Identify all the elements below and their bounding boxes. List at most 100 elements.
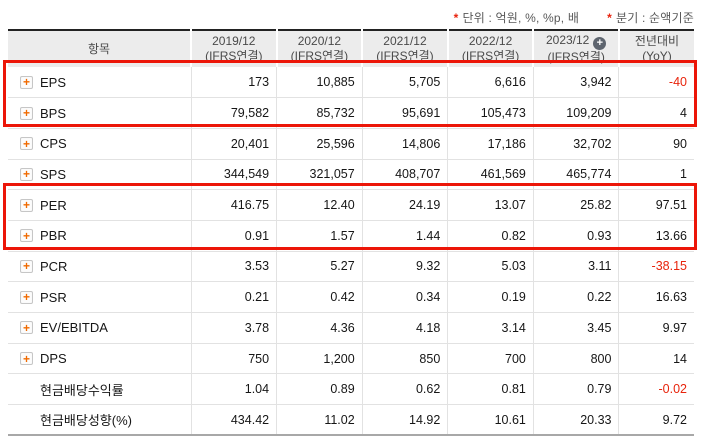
- expand-icon[interactable]: +: [20, 106, 33, 120]
- value-cell: 3,942: [532, 67, 619, 99]
- value-cell: 408,707: [361, 159, 448, 191]
- value-cell: 434.42: [190, 404, 277, 436]
- value-cell: -0.02: [618, 373, 694, 406]
- value-cell: 700: [447, 343, 534, 375]
- header-period: 전년대비: [634, 34, 680, 48]
- value-cell: 3.14: [447, 312, 534, 344]
- basis-note: * 분기 : 순액기준: [607, 9, 694, 26]
- value-cell: 105,473: [447, 97, 534, 129]
- header-period: 2022/12: [468, 34, 513, 48]
- value-cell: 14: [618, 343, 694, 375]
- value-cell: 461,569: [447, 159, 534, 191]
- value-cell: 13.07: [447, 189, 534, 221]
- value-cell: 85,732: [276, 97, 363, 129]
- add-column-icon[interactable]: +: [593, 37, 607, 50]
- header-row: 항목 2019/12 (IFRS연결) 2020/12 (IFRS연결) 202…: [8, 30, 694, 67]
- row-label: PBR: [40, 228, 67, 244]
- value-cell: 4.36: [276, 312, 363, 344]
- value-cell: 0.93: [532, 220, 619, 252]
- header-standard: (IFRS연결): [376, 49, 434, 63]
- column-header-period: 2019/12 (IFRS연결): [190, 30, 277, 67]
- expand-icon[interactable]: +: [20, 321, 33, 335]
- value-cell: 5.03: [447, 251, 534, 283]
- value-cell: 0.42: [276, 281, 363, 313]
- value-cell: 850: [361, 343, 448, 375]
- value-cell: 9.97: [618, 312, 694, 344]
- basis-note-text: 분기 : 순액기준: [615, 11, 694, 25]
- table-row: + PBR 0.91 1.57 1.44 0.82 0.93 13.66: [8, 220, 694, 252]
- table-row: + PSR 0.21 0.42 0.34 0.19 0.22 16.63: [8, 281, 694, 313]
- table-row: + 현금배당성향(%) 434.4211.0214.9210.6120.339.…: [8, 404, 694, 436]
- value-cell: 97.51: [618, 189, 694, 221]
- table-row: + BPS 79,582 85,732 95,691 105,473 109,209 4: [8, 97, 694, 129]
- value-cell: 0.91: [190, 220, 277, 252]
- column-header-period: 2021/12 (IFRS연결): [361, 30, 448, 67]
- table-row: + EPS 173 10,885 5,705 6,616 3,942 -40: [8, 67, 694, 99]
- expand-icon[interactable]: +: [20, 229, 33, 243]
- value-cell: 14,806: [361, 128, 448, 160]
- expand-icon[interactable]: +: [20, 259, 33, 273]
- value-cell: 16.63: [618, 281, 694, 313]
- table-row: + 현금배당수익률 1.040.890.620.810.79-0.02: [8, 373, 694, 406]
- value-cell: 1.44: [361, 220, 448, 252]
- value-cell: 0.34: [361, 281, 448, 313]
- table-row: + PER 416.75 12.40 24.19 13.07 25.82 97.51: [8, 189, 694, 221]
- value-cell: 3.45: [532, 312, 619, 344]
- value-cell: 3.53: [190, 251, 277, 283]
- header-standard: (IFRS연결): [205, 49, 263, 63]
- expand-icon[interactable]: +: [20, 167, 33, 181]
- value-cell: 0.19: [447, 281, 534, 313]
- value-cell: 109,209: [532, 97, 619, 129]
- value-cell: 79,582: [190, 97, 277, 129]
- value-cell: 9.32: [361, 251, 448, 283]
- row-label-cell: + PBR: [8, 220, 191, 252]
- value-cell: 0.21: [190, 281, 277, 313]
- expand-icon[interactable]: +: [20, 75, 33, 89]
- header-period: 2021/12: [383, 34, 427, 48]
- table-notes: * 단위 : 억원, %, %p, 배 * 분기 : 순액기준: [454, 9, 694, 26]
- table-body: + EPS 173 10,885 5,705 6,616 3,942 -40 + BPS …: [8, 67, 694, 436]
- asterisk-icon: *: [453, 11, 459, 25]
- header-standard: (IFRS연결): [547, 50, 605, 64]
- column-header-period: 2022/12 (IFRS연결): [446, 30, 534, 67]
- value-cell: 750: [190, 343, 277, 375]
- row-label: EV/EBITDA: [40, 320, 108, 336]
- value-cell: 20,401: [190, 128, 277, 160]
- value-cell: 800: [532, 343, 619, 375]
- value-cell: 344,549: [190, 159, 277, 191]
- value-cell: 90: [618, 128, 694, 160]
- row-label-cell: + 현금배당성향(%): [8, 405, 191, 436]
- row-label: 현금배당성향(%): [40, 413, 132, 429]
- row-label: BPS: [40, 105, 67, 121]
- value-cell: 1.04: [190, 373, 277, 406]
- value-cell: 0.79: [532, 373, 619, 406]
- column-header-period: 2020/12 (IFRS연결): [275, 30, 363, 67]
- value-cell: 5.27: [276, 251, 363, 283]
- row-label-cell: + PER: [8, 189, 191, 221]
- table-row: + DPS 750 1,200 850 700 800 14: [8, 343, 694, 375]
- row-label-cell: + DPS: [8, 343, 191, 375]
- value-cell: 0.62: [361, 373, 448, 406]
- header-standard: (IFRS연결): [290, 49, 349, 63]
- value-cell: 24.19: [361, 189, 448, 221]
- value-cell: 3.11: [532, 251, 619, 283]
- row-label-cell: + PSR: [8, 281, 191, 313]
- value-cell: 4.18: [361, 312, 448, 344]
- value-cell: 1,200: [276, 343, 363, 375]
- row-label: CPS: [40, 136, 67, 152]
- expand-icon[interactable]: +: [20, 352, 33, 366]
- expand-icon[interactable]: +: [20, 137, 33, 151]
- row-label-cell: + EV/EBITDA: [8, 312, 191, 344]
- value-cell: 6,616: [447, 67, 534, 99]
- header-period: 2020/12: [297, 34, 342, 48]
- row-label-cell: + 현금배당수익률: [8, 373, 191, 406]
- value-cell: 17,186: [447, 128, 534, 160]
- header-standard: (IFRS연결): [461, 49, 520, 63]
- value-cell: 14.92: [361, 404, 448, 436]
- table-row: + CPS 20,401 25,596 14,806 17,186 32,702 90: [8, 128, 694, 160]
- expand-icon[interactable]: +: [20, 198, 33, 212]
- row-label: 현금배당수익률: [40, 382, 124, 398]
- value-cell: 25.82: [532, 189, 619, 221]
- value-cell: 11.02: [276, 404, 363, 436]
- expand-icon[interactable]: +: [20, 290, 33, 304]
